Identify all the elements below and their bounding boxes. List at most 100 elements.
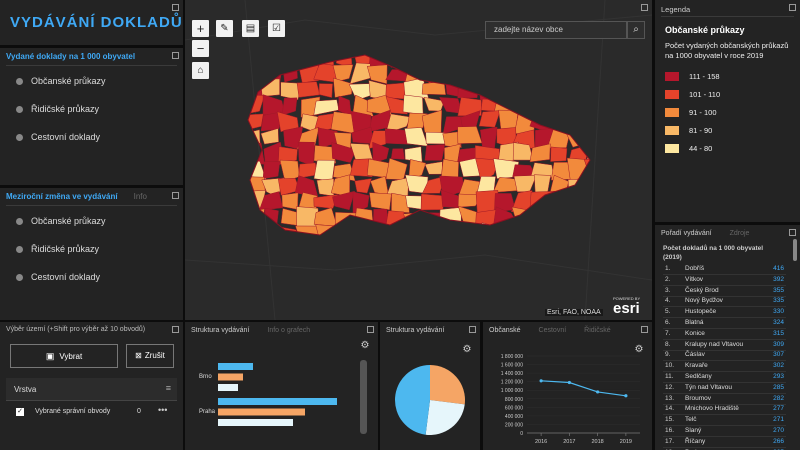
home-button[interactable]: ⌂ xyxy=(192,62,209,79)
maximize-icon[interactable] xyxy=(367,326,374,333)
district xyxy=(297,141,315,167)
maximize-icon[interactable] xyxy=(789,229,796,236)
ranking-row[interactable]: 6. Blatná 324 xyxy=(663,318,786,329)
tab[interactable]: Pořadí vydávání xyxy=(661,230,712,237)
ranking-row[interactable]: 11. Sedlčany 293 xyxy=(663,372,786,383)
bar xyxy=(218,363,253,370)
select-tool-button[interactable]: ☑ xyxy=(268,20,285,37)
district-name: Blatná xyxy=(685,319,704,326)
district xyxy=(332,190,355,211)
more-button[interactable]: ••• xyxy=(158,405,168,415)
search-box[interactable]: zadejte název obce xyxy=(485,21,627,39)
district xyxy=(313,159,336,182)
menu-item[interactable]: Řidičské průkazy xyxy=(16,104,99,114)
district xyxy=(569,64,589,82)
maximize-icon[interactable] xyxy=(172,4,179,11)
ranking-row[interactable]: 12. Týn nad Vltavou 285 xyxy=(663,383,786,394)
scrollbar[interactable] xyxy=(793,239,797,261)
maximize-icon[interactable] xyxy=(469,326,476,333)
tab[interactable]: Struktura vydávání xyxy=(191,327,250,334)
rank: 17. xyxy=(665,437,675,445)
district xyxy=(565,55,590,71)
maximize-icon[interactable] xyxy=(789,4,796,11)
legend-layer: Občanské průkazy xyxy=(665,25,745,35)
district xyxy=(553,208,571,229)
district xyxy=(529,191,556,214)
menu-item[interactable]: Cestovní doklady xyxy=(16,132,100,142)
y-tick-label: 200 000 xyxy=(505,422,523,428)
tab[interactable]: Řidičské xyxy=(584,327,611,334)
zoom-out[interactable]: − xyxy=(192,40,209,57)
ranking-row[interactable]: 9. Čáslav 307 xyxy=(663,350,786,362)
settings-icon[interactable]: ⚙ xyxy=(361,340,370,351)
scrollbar[interactable] xyxy=(360,360,367,434)
ranking-row[interactable]: 18. Praha 265 xyxy=(663,448,786,450)
tab[interactable]: Občanské xyxy=(489,327,521,334)
district xyxy=(354,178,372,194)
layer-options[interactable]: ≡ xyxy=(165,383,171,393)
tab[interactable]: Info o grafech xyxy=(267,327,311,334)
ranking-row[interactable]: 15. Telč 271 xyxy=(663,415,786,427)
district xyxy=(457,55,478,63)
district-name: Říčany xyxy=(685,437,706,445)
clear-button[interactable]: ⊠ Zrušit xyxy=(126,344,174,368)
zoom-in[interactable]: + xyxy=(192,20,209,37)
district xyxy=(529,143,551,163)
tab[interactable]: Zdroje xyxy=(729,230,750,237)
ranking-row[interactable]: 2. Vítkov 392 xyxy=(663,275,786,286)
print-button[interactable]: ▤ xyxy=(242,20,259,37)
district xyxy=(461,62,479,86)
rank: 1. xyxy=(665,265,671,272)
layer-header: Vrstva xyxy=(14,385,37,394)
settings-icon[interactable]: ⚙ xyxy=(635,344,644,355)
ranking-row[interactable]: 10. Kravaře 302 xyxy=(663,361,786,373)
district xyxy=(475,157,500,183)
legend-header: Legenda xyxy=(661,5,691,14)
select-button[interactable]: ▣ Vybrat xyxy=(10,344,118,368)
district xyxy=(529,55,550,70)
point xyxy=(596,390,600,394)
ranking-row[interactable]: 3. Český Brod 355 xyxy=(663,286,786,297)
menu-item[interactable]: Cestovní doklady xyxy=(16,272,100,282)
ranking-row[interactable]: 5. Hustopeče 330 xyxy=(663,307,786,319)
district xyxy=(335,212,358,229)
ranking-row[interactable]: 1. Dobříš 416 xyxy=(663,264,786,275)
rank: 3. xyxy=(665,286,671,294)
layer-checkbox[interactable]: ✓ xyxy=(16,408,24,416)
ranking-row[interactable]: 4. Nový Bydžov 335 xyxy=(663,296,786,308)
district xyxy=(296,81,321,98)
tool-button[interactable]: ✎ xyxy=(216,20,233,37)
maximize-icon[interactable] xyxy=(641,326,648,333)
search-button[interactable]: ⌕ xyxy=(627,21,645,39)
district-name: Broumov xyxy=(685,394,712,402)
menu-item[interactable]: Řidičské průkazy xyxy=(16,244,99,254)
maximize-icon[interactable] xyxy=(641,4,648,11)
menu-item[interactable]: Občanské průkazy xyxy=(16,76,106,86)
ranking-row[interactable]: 14. Mnichovo Hradiště 277 xyxy=(663,404,786,416)
tab[interactable]: Cestovní xyxy=(538,327,567,334)
district xyxy=(391,192,410,213)
settings-icon[interactable]: ⚙ xyxy=(463,344,472,355)
district xyxy=(528,61,553,81)
district xyxy=(260,55,284,68)
menu-item[interactable]: Občanské průkazy xyxy=(16,216,106,226)
attribution: Esri, FAO, NOAA xyxy=(545,309,603,316)
ranking-row[interactable]: 17. Říčany 266 xyxy=(663,437,786,448)
ranking-row[interactable]: 8. Kralupy nad Vltavou 309 xyxy=(663,340,786,351)
district xyxy=(372,141,390,164)
ranking-row[interactable]: 7. Konice 315 xyxy=(663,329,786,340)
maximize-icon[interactable] xyxy=(172,52,179,59)
district xyxy=(546,222,573,235)
item-icon xyxy=(16,106,23,113)
ranking-row[interactable]: 16. Slaný 270 xyxy=(663,426,786,437)
maximize-icon[interactable] xyxy=(172,192,179,199)
district xyxy=(439,55,464,69)
selection-title: Výběr území (+Shift pro výběr až 10 obvo… xyxy=(6,326,146,333)
map[interactable] xyxy=(185,0,652,320)
x-tick-label: 2018 xyxy=(592,439,604,445)
maximize-icon[interactable] xyxy=(172,326,179,333)
panel-tab[interactable]: Info xyxy=(133,192,147,201)
ranking-row[interactable]: 13. Broumov 282 xyxy=(663,394,786,405)
district xyxy=(258,191,283,211)
